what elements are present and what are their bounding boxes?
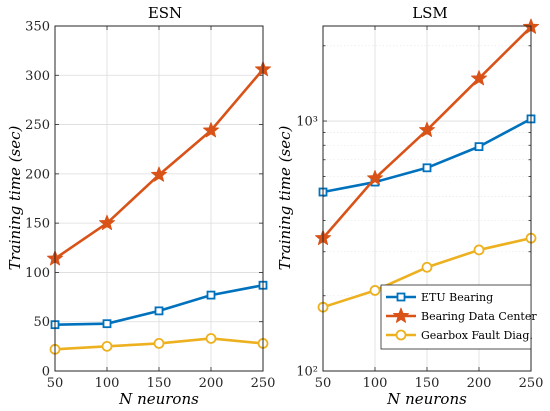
lsm-series-0-point <box>474 142 484 152</box>
esn-series-1-point <box>202 122 220 138</box>
esn-series-2-point <box>101 340 113 352</box>
legend-marker <box>395 329 407 341</box>
esn-series-0-point <box>154 306 164 316</box>
lsm-series-2-point <box>473 244 485 256</box>
lsm-series-1-point <box>470 70 488 86</box>
lsm-series-0-point <box>422 163 432 173</box>
lsm-y-tick-label: 10² <box>296 365 318 380</box>
esn-series-2-point <box>205 333 217 344</box>
lsm-series-2-point <box>421 261 433 273</box>
esn-y-tick-label: 200 <box>25 167 50 182</box>
lsm-series-1-point <box>366 169 384 186</box>
esn-y-tick-label: 250 <box>25 118 50 133</box>
lsm-x-tick-label: 200 <box>467 376 492 391</box>
lsm-series <box>314 18 540 313</box>
esn-x-tick-label: 200 <box>199 376 224 391</box>
legend-marker <box>396 292 406 302</box>
esn-x-tick-label: 100 <box>95 376 120 391</box>
esn-y-tick-label: 100 <box>25 266 50 281</box>
esn-title: ESN <box>148 4 182 22</box>
esn-panel: ESN 50 100 150 200 250050100150200250300350 … <box>6 4 275 408</box>
lsm-series-1-point <box>418 121 436 137</box>
legend-label: Bearing Data Center <box>421 310 537 323</box>
esn-x-tick-label: 50 <box>47 376 64 391</box>
legend-label: ETU Bearing <box>421 291 493 304</box>
lsm-panel: LSM 50 100 150 200 250 10² 10³ N neurons Train… <box>276 4 543 408</box>
legend-marker <box>392 307 410 323</box>
lsm-x-tick-label: 100 <box>363 376 388 391</box>
esn-xlabel: N neurons <box>118 390 199 408</box>
esn-y-tick-label: 50 <box>33 315 50 330</box>
legend-label: Gearbox Fault Diag. <box>421 329 533 342</box>
lsm-legend: ETU Bearing Bearing Data Center Gearbox Fa… <box>380 284 537 350</box>
esn-ylabel: Training time (sec) <box>6 125 24 270</box>
esn-series-0-point <box>102 319 112 329</box>
lsm-axes-frame <box>322 25 532 372</box>
esn-y-tick-label: 0 <box>42 365 50 380</box>
esn-series-1-point <box>98 214 116 231</box>
esn-series <box>46 60 272 355</box>
esn-x-tick-label: 150 <box>147 376 172 391</box>
esn-series-1-point <box>150 166 168 182</box>
esn-y-tick-label: 350 <box>25 20 50 35</box>
esn-x-tick-label: 250 <box>251 376 276 391</box>
lsm-x-tick-label: 150 <box>415 376 440 391</box>
lsm-series-2-point <box>369 285 381 296</box>
esn-grid <box>54 25 264 372</box>
esn-axes-frame <box>54 25 264 372</box>
lsm-title: LSM <box>412 4 448 22</box>
lsm-y-tick-label: 10³ <box>296 115 318 130</box>
lsm-x-tick-label: 250 <box>519 376 544 391</box>
esn-series-2-point <box>153 337 165 349</box>
lsm-xlabel: N neurons <box>386 390 467 408</box>
esn-series-0-point <box>206 290 216 300</box>
esn-y-tick-label: 150 <box>25 217 50 232</box>
legend-entries: ETU Bearing Bearing Data Center Gearbox Fa… <box>386 291 537 342</box>
lsm-x-tick-label: 50 <box>315 376 332 391</box>
lsm-ylabel: Training time (sec) <box>276 125 294 270</box>
esn-y-tick-label: 300 <box>25 69 50 84</box>
